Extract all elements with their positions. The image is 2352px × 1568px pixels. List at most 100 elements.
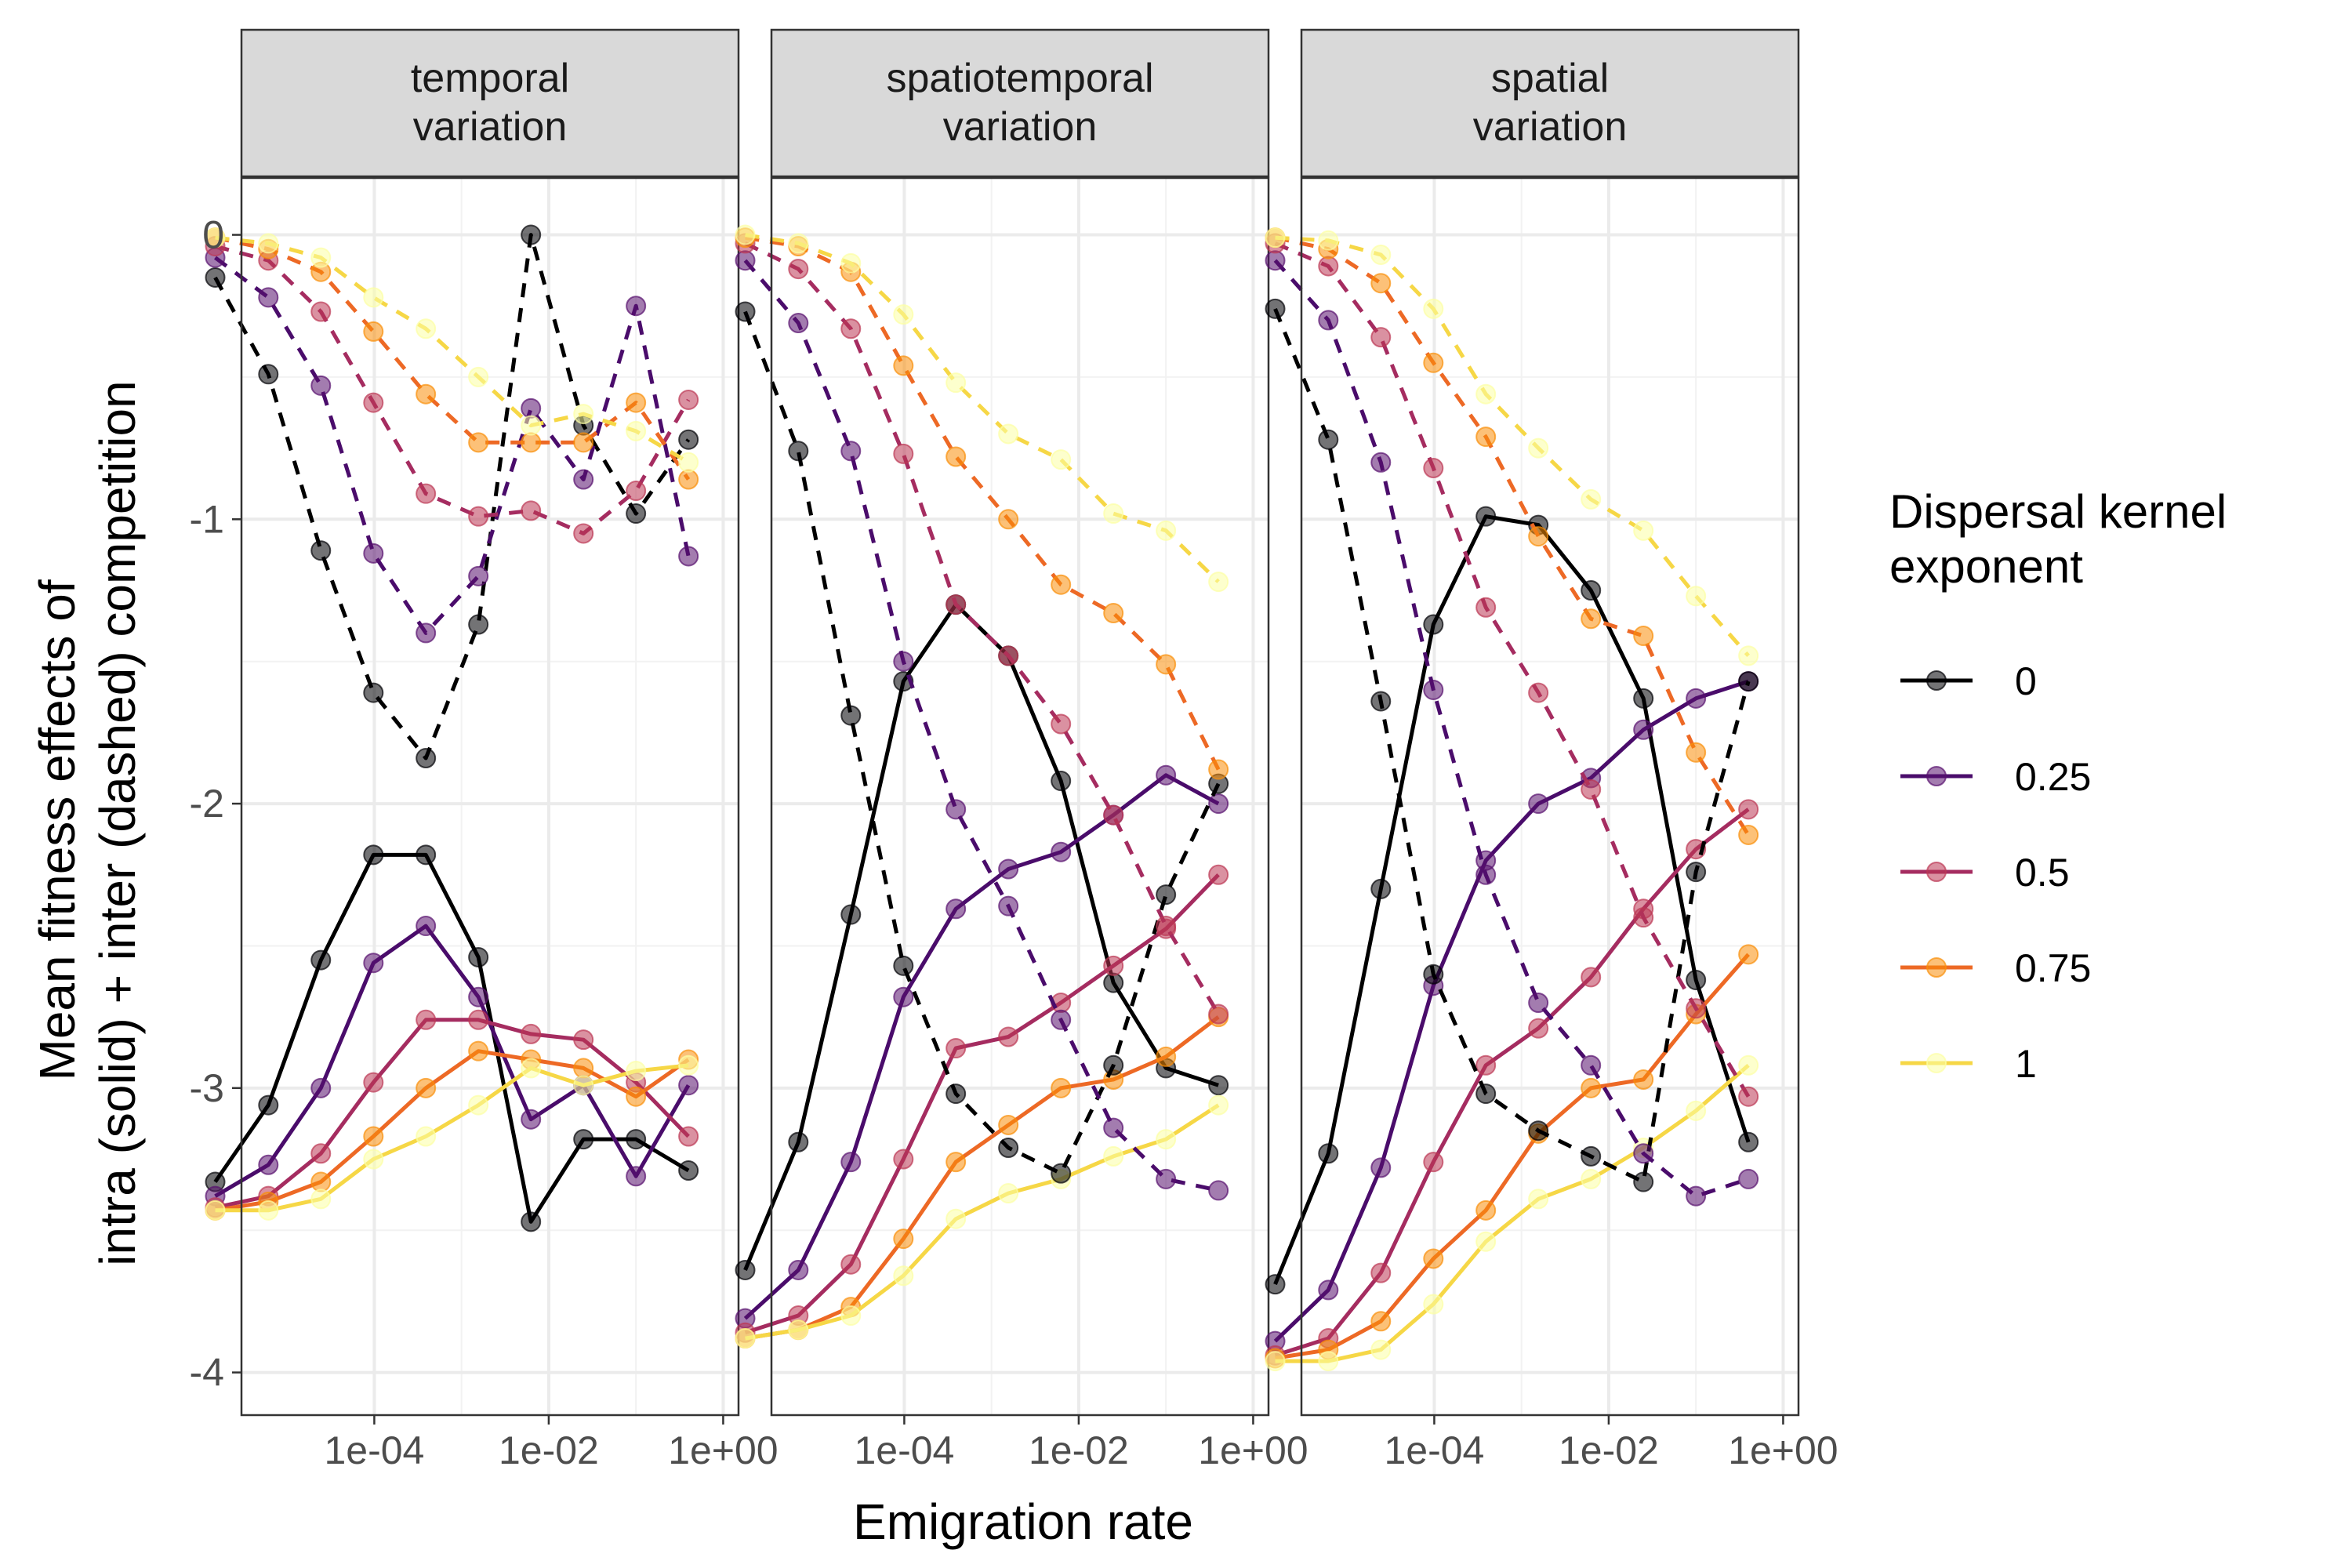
data-point (1208, 1004, 1229, 1025)
data-point (1370, 878, 1392, 899)
data-point (1738, 1168, 1759, 1189)
data-point (998, 509, 1019, 530)
data-point (468, 986, 489, 1007)
data-point (946, 1083, 967, 1105)
series-line (213, 852, 690, 1224)
series-line (745, 1015, 1220, 1341)
data-point (416, 844, 437, 866)
x-axis: 1e-04 1e-02 1e+00 1e-04 1e-02 1e+00 1e-04 1e-02… (324, 1415, 1838, 1472)
data-point (1633, 1171, 1654, 1192)
data-point (310, 540, 332, 561)
data-point (258, 1094, 279, 1116)
series-intra-0.25 (205, 916, 699, 1207)
data-point (1208, 1075, 1229, 1096)
data-point (1738, 1086, 1759, 1107)
legend-title-line-1: Dispersal kernel (1889, 485, 2227, 538)
data-point (1051, 574, 1072, 595)
data-point (416, 622, 437, 644)
data-point (258, 364, 279, 385)
facet-strip-label-line: spatiotemporal (886, 56, 1153, 101)
data-point (1156, 654, 1177, 675)
data-point (310, 247, 332, 268)
data-point (1581, 1054, 1602, 1076)
data-point (840, 318, 862, 339)
series-line (213, 233, 691, 760)
series-intra-0.5 (735, 864, 1229, 1343)
legend-key-0: 0 (1900, 659, 2037, 703)
data-point (998, 1026, 1019, 1047)
x-tick-label: 1e-04 (1384, 1428, 1484, 1472)
data-point (1633, 1143, 1654, 1164)
x-tick-label: 1e+00 (1198, 1428, 1308, 1472)
data-point (678, 1160, 699, 1181)
data-point (998, 895, 1019, 916)
data-point (788, 441, 809, 462)
data-point (626, 420, 647, 441)
data-point (1581, 580, 1602, 601)
legend-label: 0.5 (2015, 851, 2070, 895)
legend-title: Dispersal kernel exponent (1889, 485, 2240, 593)
legend-key-0.5: 0.5 (1900, 851, 2070, 895)
series-inter-0.25 (735, 250, 1229, 1201)
panel-border (240, 176, 740, 1417)
data-point (1528, 1189, 1549, 1210)
data-point (1370, 1157, 1392, 1178)
facet-strip-label: temporal variation (411, 56, 569, 150)
data-point (893, 1265, 914, 1287)
facet-strip (1300, 28, 1800, 178)
data-point (1686, 969, 1707, 990)
data-point (1370, 452, 1392, 473)
data-point (1475, 426, 1497, 448)
legend-label: 0.25 (2015, 755, 2091, 799)
facet-panel: spatial variation (1265, 28, 1800, 1417)
data-point (788, 233, 809, 254)
data-point (1528, 1018, 1549, 1039)
y-tick-label: 0 (202, 213, 224, 257)
data-point (626, 1061, 647, 1082)
data-point (840, 1152, 862, 1173)
data-point (1423, 964, 1444, 985)
data-point (788, 313, 809, 334)
x-tick-label: 1e+00 (668, 1428, 778, 1472)
legend-key-0.25: 0.25 (1900, 755, 2091, 799)
data-point (573, 432, 594, 453)
facet-strip-label: spatial variation (1473, 56, 1628, 150)
series-line (1275, 953, 1750, 1360)
facet-strip-label-line: spatial (1491, 56, 1609, 101)
series-inter-1 (1265, 227, 1759, 666)
data-point (840, 1305, 862, 1327)
data-point (1265, 227, 1286, 249)
facet-panel: spatiotemporal variation (735, 28, 1270, 1417)
data-point (573, 469, 594, 490)
data-point (1423, 352, 1444, 373)
data-point (1528, 526, 1549, 547)
data-point (1475, 383, 1497, 405)
data-point (258, 1154, 279, 1175)
data-point (626, 392, 647, 413)
legend-key-point (1926, 1053, 1947, 1073)
data-point (1103, 503, 1124, 524)
data-point (998, 645, 1019, 666)
data-point (1633, 520, 1654, 541)
data-point (678, 546, 699, 567)
data-point (1318, 1279, 1339, 1301)
data-point (1318, 230, 1339, 251)
series-line (745, 235, 1221, 771)
data-point (573, 1129, 594, 1150)
data-point (1581, 967, 1602, 988)
data-point (258, 1200, 279, 1221)
data-point (1475, 1200, 1497, 1221)
series-line (215, 1063, 689, 1213)
series-line (743, 773, 1220, 1320)
x-tick-label: 1e-02 (1029, 1428, 1129, 1472)
data-point (416, 383, 437, 405)
data-point (998, 423, 1019, 445)
legend-key-1: 1 (1900, 1042, 2037, 1086)
data-point (416, 1126, 437, 1147)
series-line (744, 241, 1221, 1015)
data-point (893, 355, 914, 376)
data-point (1686, 586, 1707, 607)
data-point (1738, 799, 1759, 820)
data-point (735, 250, 756, 271)
